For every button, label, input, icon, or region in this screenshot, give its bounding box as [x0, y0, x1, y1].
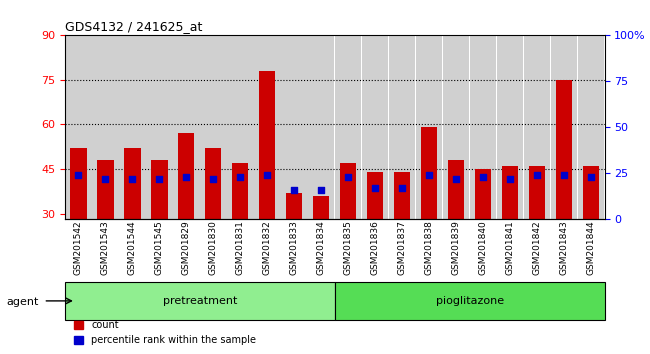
Bar [70, 148, 86, 219]
Bar [308, 35, 335, 219]
Text: agent: agent [6, 297, 39, 307]
Bar [335, 35, 361, 219]
Text: GSM201842: GSM201842 [532, 221, 541, 275]
Text: GSM201838: GSM201838 [424, 221, 434, 275]
Text: GSM201844: GSM201844 [586, 221, 595, 275]
Bar [416, 35, 443, 219]
Point [73, 172, 84, 178]
Bar [524, 35, 551, 219]
Bar [259, 71, 276, 219]
Bar [367, 172, 383, 219]
Bar [119, 35, 146, 219]
Point [127, 176, 138, 182]
Text: GSM201837: GSM201837 [398, 221, 407, 275]
Bar [529, 166, 545, 219]
Text: GSM201543: GSM201543 [101, 221, 110, 275]
Text: pioglitazone: pioglitazone [436, 296, 504, 306]
Point [235, 174, 246, 180]
Bar [313, 196, 330, 219]
Bar [124, 148, 140, 219]
Bar [389, 35, 415, 219]
Bar [254, 35, 281, 219]
Bar [227, 35, 254, 219]
Point [262, 172, 272, 178]
Bar [583, 166, 599, 219]
Text: GSM201829: GSM201829 [182, 221, 191, 275]
Text: GSM201545: GSM201545 [155, 221, 164, 275]
FancyBboxPatch shape [335, 282, 604, 320]
Point [559, 172, 569, 178]
Bar [286, 193, 302, 219]
Bar [497, 35, 523, 219]
Point [100, 176, 110, 182]
Bar [551, 35, 577, 219]
Text: GSM201836: GSM201836 [370, 221, 380, 275]
Point [478, 174, 488, 180]
Point [181, 174, 192, 180]
Text: GSM201841: GSM201841 [506, 221, 515, 275]
Bar [178, 133, 194, 219]
Point [343, 174, 354, 180]
Legend: count, percentile rank within the sample: count, percentile rank within the sample [70, 316, 260, 349]
Bar [556, 80, 572, 219]
Point [397, 185, 408, 191]
Bar [475, 169, 491, 219]
Bar [443, 35, 469, 219]
Text: GSM201843: GSM201843 [560, 221, 569, 275]
Bar [173, 35, 200, 219]
Bar [448, 160, 464, 219]
FancyBboxPatch shape [65, 282, 335, 320]
Text: GSM201542: GSM201542 [74, 221, 83, 275]
Text: GSM201840: GSM201840 [478, 221, 488, 275]
Point [424, 172, 434, 178]
Bar [205, 148, 222, 219]
Point [586, 174, 596, 180]
Text: GDS4132 / 241625_at: GDS4132 / 241625_at [65, 20, 202, 33]
Bar [340, 163, 356, 219]
Text: pretreatment: pretreatment [162, 296, 237, 306]
Bar [470, 35, 497, 219]
Point [316, 187, 326, 193]
Point [154, 176, 164, 182]
Bar [146, 35, 173, 219]
Point [370, 185, 380, 191]
Text: GSM201832: GSM201832 [263, 221, 272, 275]
Bar [502, 166, 518, 219]
Text: GSM201831: GSM201831 [236, 221, 245, 275]
Bar [421, 127, 437, 219]
Point [208, 176, 218, 182]
Bar [394, 172, 410, 219]
Bar [65, 35, 92, 219]
Bar [232, 163, 248, 219]
Point [451, 176, 462, 182]
Bar [362, 35, 389, 219]
Bar [200, 35, 227, 219]
Text: GSM201830: GSM201830 [209, 221, 218, 275]
Bar [281, 35, 307, 219]
Bar [92, 35, 119, 219]
Bar [151, 160, 168, 219]
Point [289, 187, 300, 193]
Bar [578, 35, 604, 219]
Text: GSM201833: GSM201833 [290, 221, 299, 275]
Point [505, 176, 515, 182]
Text: GSM201835: GSM201835 [344, 221, 353, 275]
Text: GSM201839: GSM201839 [452, 221, 461, 275]
Text: GSM201834: GSM201834 [317, 221, 326, 275]
Point [532, 172, 542, 178]
Text: GSM201544: GSM201544 [128, 221, 137, 275]
Bar [98, 160, 114, 219]
